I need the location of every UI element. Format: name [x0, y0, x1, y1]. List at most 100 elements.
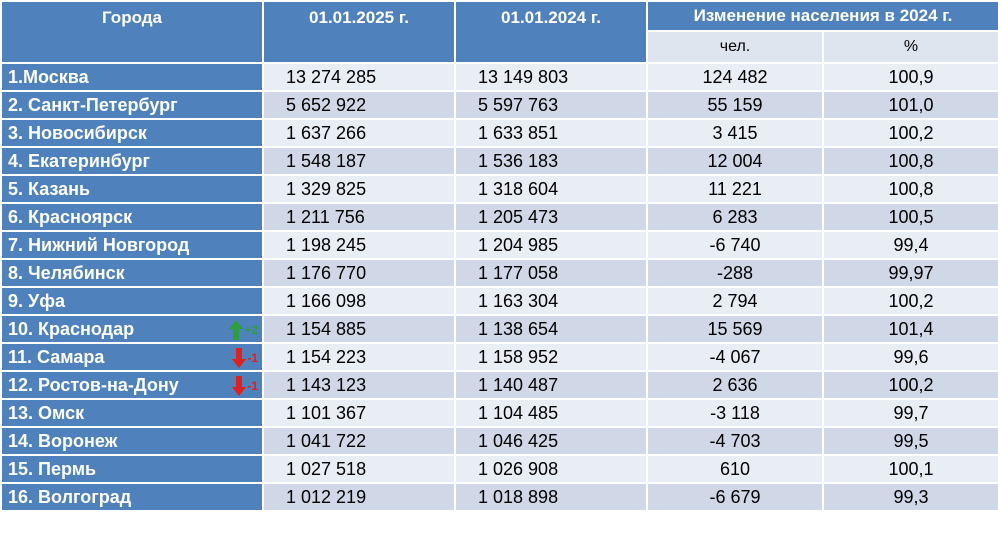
change-cell: 3 415	[646, 118, 824, 148]
change-cell: 12 004	[646, 146, 824, 176]
pct-cell: 100,8	[822, 174, 998, 204]
table-row: 16. Волгоград 1 012 219 1 018 898 -6 679 99,…	[0, 482, 998, 512]
table-row: 6. Красноярск 1 211 756 1 205 473 6 283 100,…	[0, 202, 998, 232]
change-cell: -4 703	[646, 426, 824, 456]
city-name: 14. Воронеж	[8, 430, 118, 451]
pop-2024-cell: 1 140 487	[454, 370, 648, 400]
header-2025: 01.01.2025 г.	[262, 0, 456, 64]
pop-2025-cell: 1 154 885	[262, 314, 456, 344]
city-cell: 3. Новосибирск	[0, 118, 264, 148]
rank-change: -1	[231, 347, 258, 369]
change-cell: -288	[646, 258, 824, 288]
pop-2024-cell: 1 163 304	[454, 286, 648, 316]
city-name: 10. Краснодар	[8, 318, 135, 339]
pop-2025-cell: 1 154 223	[262, 342, 456, 372]
city-cell: 7. Нижний Новгород	[0, 230, 264, 260]
pct-cell: 100,8	[822, 146, 998, 176]
city-name: 7. Нижний Новгород	[8, 234, 190, 255]
pop-2024-cell: 5 597 763	[454, 90, 648, 120]
pct-cell: 99,4	[822, 230, 998, 260]
pct-cell: 100,2	[822, 286, 998, 316]
rank-change-text: -1	[247, 351, 258, 365]
header-change: Изменение населения в 2024 г.	[646, 0, 998, 32]
change-cell: 2 794	[646, 286, 824, 316]
rank-change: -1	[231, 375, 258, 397]
pct-cell: 100,2	[822, 370, 998, 400]
pct-cell: 101,4	[822, 314, 998, 344]
table-row: 11. Самара -1 1 154 223 1 158 952 -4 067 99,6	[0, 342, 998, 372]
pop-2025-cell: 1 329 825	[262, 174, 456, 204]
city-cell: 2. Санкт-Петербург	[0, 90, 264, 120]
table-body: 1.Москва 13 274 285 13 149 803 124 482 100,9…	[0, 62, 998, 512]
table-row: 10. Краснодар +2 1 154 885 1 138 654 15 569 1…	[0, 314, 998, 344]
pop-2025-cell: 1 198 245	[262, 230, 456, 260]
city-name: 15. Пермь	[8, 458, 97, 479]
pop-2024-cell: 1 046 425	[454, 426, 648, 456]
change-cell: 11 221	[646, 174, 824, 204]
pop-2025-cell: 1 143 123	[262, 370, 456, 400]
pct-cell: 100,2	[822, 118, 998, 148]
header-city: Города	[0, 0, 264, 64]
pop-2024-cell: 1 204 985	[454, 230, 648, 260]
pop-2024-cell: 1 026 908	[454, 454, 648, 484]
table-row: 4. Екатеринбург 1 548 187 1 536 183 12 004 1…	[0, 146, 998, 176]
pct-cell: 100,1	[822, 454, 998, 484]
city-cell: 12. Ростов-на-Дону -1	[0, 370, 264, 400]
city-cell: 6. Красноярск	[0, 202, 264, 232]
city-name: 5. Казань	[8, 178, 91, 199]
pop-2024-cell: 1 633 851	[454, 118, 648, 148]
population-table: Города 01.01.2025 г. 01.01.2024 г. Измен…	[0, 0, 998, 512]
table-row: 3. Новосибирск 1 637 266 1 633 851 3 415 100…	[0, 118, 998, 148]
city-name: 4. Екатеринбург	[8, 150, 150, 171]
change-cell: 6 283	[646, 202, 824, 232]
pop-2024-cell: 1 104 485	[454, 398, 648, 428]
city-cell: 11. Самара -1	[0, 342, 264, 372]
city-name: 8. Челябинск	[8, 262, 125, 283]
table-row: 9. Уфа 1 166 098 1 163 304 2 794 100,2	[0, 286, 998, 316]
city-name: 11. Самара	[8, 346, 105, 367]
city-name: 1.Москва	[8, 66, 89, 87]
change-cell: 124 482	[646, 62, 824, 92]
city-cell: 8. Челябинск	[0, 258, 264, 288]
change-cell: -3 118	[646, 398, 824, 428]
pop-2024-cell: 1 158 952	[454, 342, 648, 372]
city-name: 2. Санкт-Петербург	[8, 94, 178, 115]
table-row: 5. Казань 1 329 825 1 318 604 11 221 100,8	[0, 174, 998, 204]
pct-cell: 99,5	[822, 426, 998, 456]
table-row: 15. Пермь 1 027 518 1 026 908 610 100,1	[0, 454, 998, 484]
pop-2025-cell: 1 548 187	[262, 146, 456, 176]
pop-2025-cell: 5 652 922	[262, 90, 456, 120]
table-row: 1.Москва 13 274 285 13 149 803 124 482 100,9	[0, 62, 998, 92]
pop-2024-cell: 1 177 058	[454, 258, 648, 288]
table-row: 13. Омск 1 101 367 1 104 485 -3 118 99,7	[0, 398, 998, 428]
change-cell: -4 067	[646, 342, 824, 372]
table-row: 2. Санкт-Петербург 5 652 922 5 597 763 55 1…	[0, 90, 998, 120]
pct-cell: 101,0	[822, 90, 998, 120]
city-cell: 4. Екатеринбург	[0, 146, 264, 176]
table-row: 7. Нижний Новгород 1 198 245 1 204 985 -6 7…	[0, 230, 998, 260]
pop-2025-cell: 1 027 518	[262, 454, 456, 484]
pct-cell: 99,3	[822, 482, 998, 512]
city-name: 3. Новосибирск	[8, 122, 147, 143]
city-cell: 15. Пермь	[0, 454, 264, 484]
arrow-down	[232, 376, 247, 396]
pop-2025-cell: 1 211 756	[262, 202, 456, 232]
pop-2025-cell: 1 101 367	[262, 398, 456, 428]
arrow-up	[229, 320, 244, 340]
pop-2025-cell: 1 637 266	[262, 118, 456, 148]
pop-2025-cell: 1 012 219	[262, 482, 456, 512]
city-cell: 14. Воронеж	[0, 426, 264, 456]
pct-cell: 99,7	[822, 398, 998, 428]
city-cell: 5. Казань	[0, 174, 264, 204]
pop-2024-cell: 1 318 604	[454, 174, 648, 204]
pop-2024-cell: 1 205 473	[454, 202, 648, 232]
rank-change: +2	[228, 319, 258, 341]
arrow-down	[232, 348, 247, 368]
pop-2024-cell: 1 018 898	[454, 482, 648, 512]
city-cell: 9. Уфа	[0, 286, 264, 316]
city-cell: 16. Волгоград	[0, 482, 264, 512]
change-cell: 15 569	[646, 314, 824, 344]
table-row: 14. Воронеж 1 041 722 1 046 425 -4 703 99,5	[0, 426, 998, 456]
pop-2024-cell: 13 149 803	[454, 62, 648, 92]
change-cell: 55 159	[646, 90, 824, 120]
